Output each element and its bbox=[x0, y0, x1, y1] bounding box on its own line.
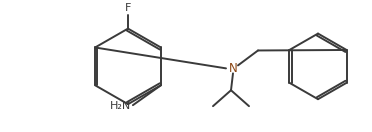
Text: N: N bbox=[229, 62, 237, 75]
Text: F: F bbox=[125, 3, 131, 13]
Text: H₂N: H₂N bbox=[110, 101, 131, 111]
